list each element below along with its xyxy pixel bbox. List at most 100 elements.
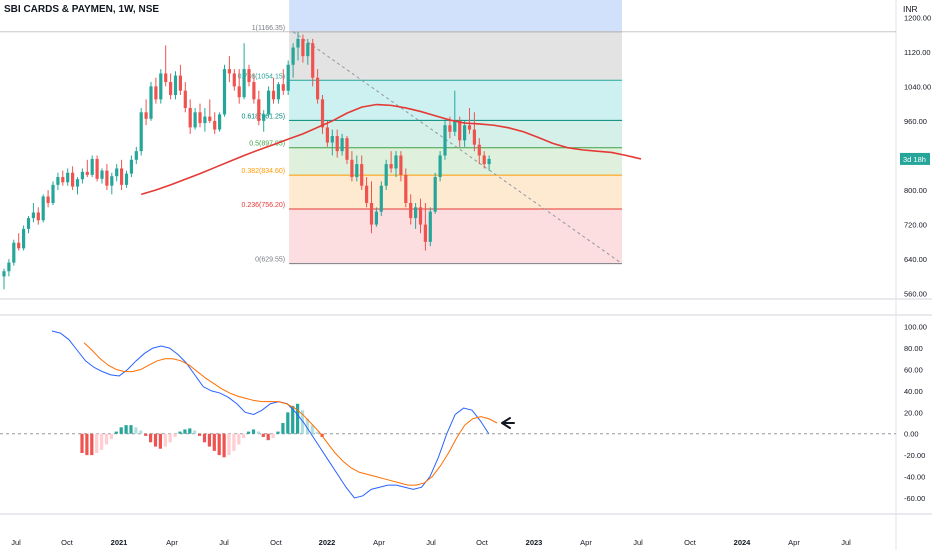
- fib-band: [289, 147, 622, 176]
- candle-body: [144, 112, 148, 119]
- histogram-bar: [202, 433, 207, 443]
- candle-body: [340, 138, 344, 152]
- candle-body: [345, 138, 349, 160]
- candle-body: [2, 271, 6, 277]
- macd-y-tick-label: 100.00: [904, 323, 927, 332]
- fib-band: [289, 31, 622, 81]
- histogram-bar: [232, 433, 236, 451]
- candle-body: [271, 90, 276, 100]
- candle-body: [414, 207, 418, 219]
- y-tick-label: 560.00: [904, 290, 927, 299]
- candle-body: [129, 159, 133, 174]
- candle-body: [218, 114, 222, 130]
- histogram-bar: [305, 418, 309, 434]
- candle-body: [360, 164, 364, 186]
- candle-body: [80, 171, 84, 180]
- histogram-bar: [198, 433, 202, 436]
- histogram-bar: [227, 433, 231, 456]
- fib-label: 0(629.55): [255, 257, 285, 264]
- x-tick-label: Jul: [219, 538, 229, 547]
- macd-y-tick-label: -40.00: [904, 473, 925, 482]
- fib-band: [289, 80, 622, 121]
- fib-label: 0.786(1054.15): [238, 73, 285, 80]
- candle-body: [51, 184, 55, 203]
- histogram-bar: [296, 403, 300, 434]
- candle-body: [213, 120, 217, 130]
- candle-body: [428, 211, 432, 242]
- candle-body: [110, 176, 114, 186]
- histogram-bar: [237, 433, 241, 445]
- candle-body: [222, 69, 227, 115]
- candle-body: [379, 185, 383, 212]
- candle-body: [36, 212, 40, 221]
- macd-y-tick-label: -60.00: [904, 494, 925, 503]
- histogram-bar: [286, 412, 290, 434]
- histogram-bar: [183, 429, 187, 434]
- candle-body: [267, 90, 271, 115]
- histogram-bar: [261, 433, 265, 437]
- candle-body: [203, 116, 207, 124]
- candle-body: [237, 86, 241, 98]
- candle-body: [139, 112, 143, 152]
- candle-body: [320, 99, 325, 128]
- candle-body: [188, 107, 192, 128]
- fib-label: 1(1166.35): [252, 25, 285, 32]
- candle-body: [448, 125, 452, 132]
- candle-body: [418, 207, 423, 225]
- macd-y-tick-label: 80.00: [904, 344, 923, 353]
- candle-body: [325, 127, 329, 143]
- histogram-bar: [134, 427, 138, 434]
- candle-body: [193, 112, 197, 128]
- candle-body: [423, 224, 427, 242]
- trendline: [292, 31, 623, 265]
- histogram-bar: [217, 433, 221, 456]
- histogram-bar: [100, 433, 104, 450]
- candle-body: [374, 211, 378, 225]
- histogram-bar: [310, 425, 314, 434]
- histogram-bar: [266, 433, 270, 441]
- candle-body: [296, 38, 300, 48]
- candle-body: [311, 43, 315, 78]
- candle-body: [257, 99, 261, 121]
- candle-body: [134, 151, 138, 160]
- x-tick-label: Jul: [426, 538, 436, 547]
- currency-label: INR: [903, 4, 918, 14]
- histogram-bar: [109, 433, 113, 440]
- x-tick-label: Oct: [476, 538, 489, 547]
- histogram-bar: [119, 427, 123, 434]
- candle-body: [124, 173, 129, 185]
- macd-y-tick-label: 60.00: [904, 366, 923, 375]
- candle-body: [301, 38, 305, 57]
- candle-body: [389, 164, 393, 169]
- signal-line: [83, 342, 498, 486]
- candle-body: [115, 168, 119, 177]
- candle-body: [247, 69, 251, 83]
- candle-body: [22, 228, 26, 249]
- candle-body: [173, 75, 178, 96]
- candle-body: [330, 136, 334, 143]
- candle-body: [105, 170, 109, 186]
- histogram-bar: [256, 431, 260, 434]
- candle-body: [198, 112, 202, 124]
- candle-body: [26, 218, 31, 229]
- candle-body: [95, 158, 99, 179]
- histogram-bar: [95, 433, 99, 453]
- x-tick-label: Oct: [61, 538, 74, 547]
- candle-body: [17, 242, 21, 249]
- histogram-bar: [153, 433, 158, 447]
- candle-body: [404, 174, 408, 203]
- y-tick-label: 800.00: [904, 186, 927, 195]
- histogram-bar: [144, 433, 148, 436]
- histogram-bar: [315, 431, 319, 434]
- fib-label: 0.236(756.20): [242, 202, 286, 209]
- histogram-bar: [276, 431, 280, 434]
- fib-band-above: [289, 0, 622, 32]
- histogram-bar: [291, 405, 295, 434]
- candle-body: [154, 86, 158, 100]
- candle-body: [7, 262, 11, 272]
- ma-line: [140, 103, 642, 196]
- macd-y-tick-label: 40.00: [904, 387, 923, 396]
- candle-body: [316, 77, 320, 100]
- candle-body: [384, 164, 388, 186]
